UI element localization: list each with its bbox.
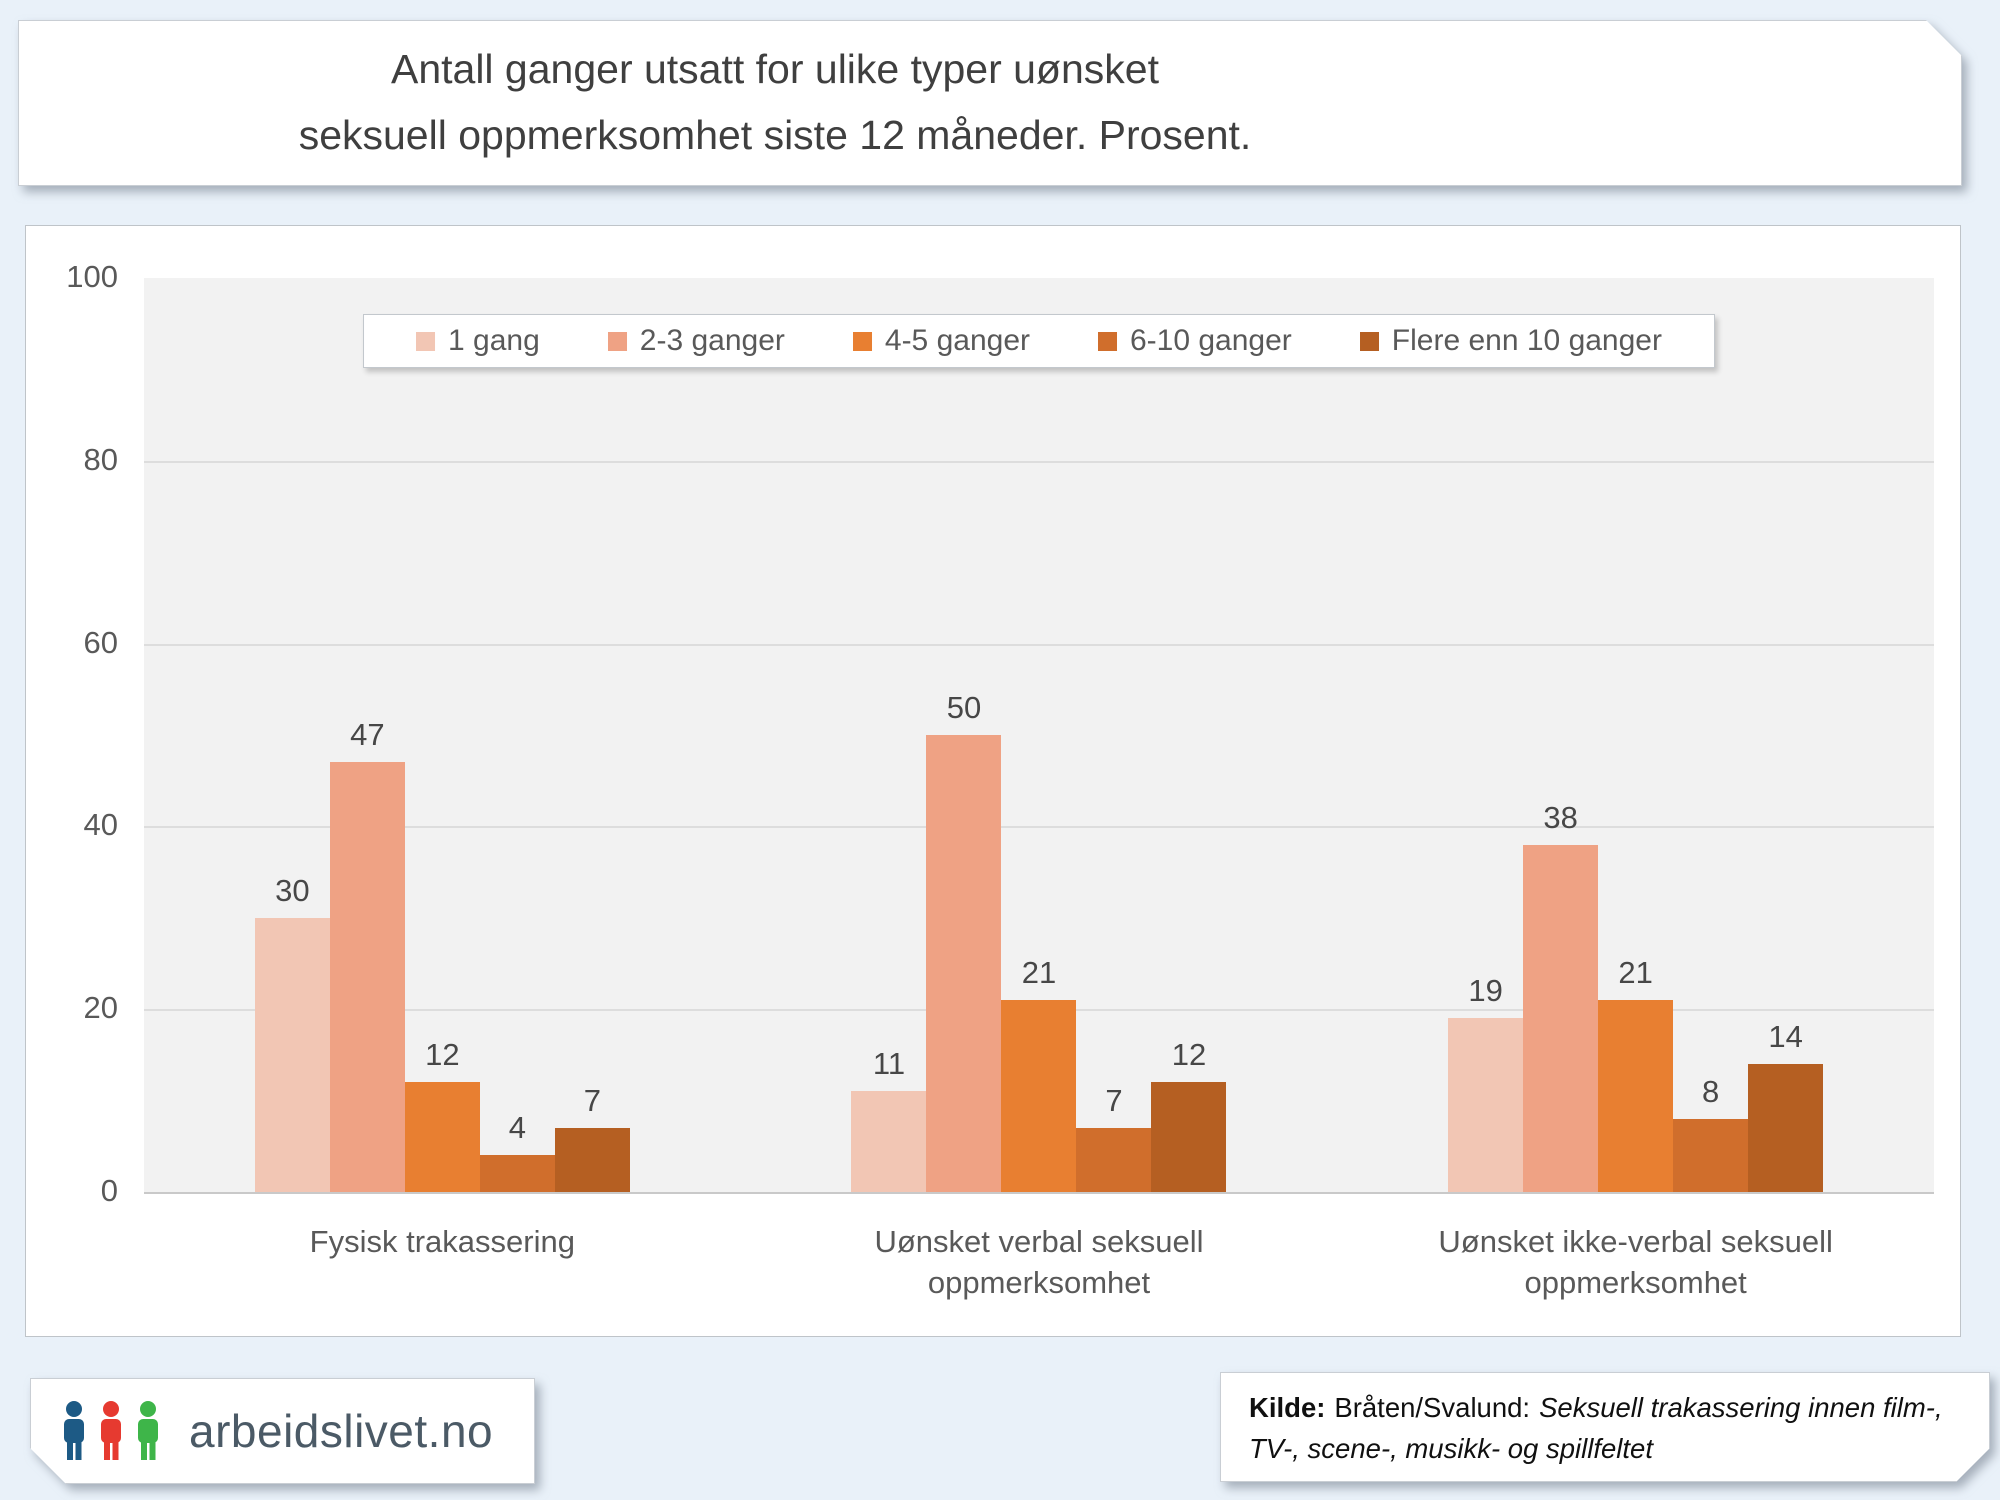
legend-item: 1 gang [416,324,540,358]
chart-title: Antall ganger utsatt for ulike typer uøn… [299,37,1252,168]
legend-swatch [416,331,436,351]
legend: 1 gang 2-3 ganger 4-5 ganger 6-10 ganger Fle… [363,314,1715,368]
legend-label: Flere enn 10 ganger [1391,324,1662,357]
title-box: Antall ganger utsatt for ulike typer uøn… [18,20,1962,186]
category-labels: Fysisk trakassering Uønsket verbal seksue… [144,1222,1934,1332]
bar-value-label: 30 [275,872,310,908]
bar-1-gang: 19 [1448,973,1524,1192]
bar-value-label: 12 [425,1037,460,1073]
y-tick-label: 40 [83,807,118,843]
y-tick-label: 80 [83,441,118,477]
y-tick-label: 0 [100,1173,118,1208]
legend-item: 4-5 ganger [852,324,1030,358]
legend-label: 6-10 ganger [1129,324,1292,357]
bar-value-label: 7 [1105,1083,1123,1119]
bar-group: 19 38 21 8 14 [1337,278,1934,1192]
y-tick-label: 60 [83,624,118,660]
y-tick-label: 100 [66,259,118,294]
bar-2-3-ganger: 50 [926,690,1002,1192]
bar-4-5-ganger: 21 [1598,955,1674,1192]
legend-item: 2-3 ganger [607,324,785,358]
y-tick-label: 20 [83,990,118,1026]
bar-4-5-ganger: 12 [404,1037,480,1192]
legend-swatch [1359,331,1379,351]
bar-1-gang: 30 [254,873,330,1192]
category-label: Uønsket verbal seksuell oppmerksomhet [741,1222,1338,1304]
bar-value-label: 47 [350,717,385,753]
source-label: Kilde: [1249,1392,1326,1423]
legend-item: 6-10 ganger [1097,324,1292,358]
bar-value-label: 4 [508,1110,526,1146]
bar-6-10-ganger: 4 [479,1110,555,1192]
person-red [101,1401,121,1460]
bar-2-3-ganger: 47 [329,717,405,1192]
plot-area: 1 gang 2-3 ganger 4-5 ganger 6-10 ganger Fle… [144,278,1934,1194]
source-author: Bråten/Svalund: [1334,1392,1531,1423]
bar-2-3-ganger: 38 [1523,800,1599,1192]
bar-value-label: 7 [583,1083,601,1119]
bar-value-label: 14 [1768,1019,1803,1055]
people-icon [59,1400,167,1462]
bar-1-gang: 11 [851,1046,927,1192]
legend-label: 2-3 ganger [639,324,785,357]
bar-value-label: 12 [1171,1037,1207,1073]
gridline [144,643,1934,646]
legend-label: 4-5 ganger [884,324,1030,357]
bar-6-10-ganger: 8 [1673,1074,1749,1192]
bar-value-label: 50 [946,690,982,725]
logo-text: arbeidslivet.no [189,1405,494,1457]
bar-flere-enn-10-ganger: 14 [1748,1019,1824,1192]
gridline [144,460,1934,463]
person-green [138,1401,158,1460]
bar-flere-enn-10-ganger: 7 [554,1083,630,1192]
bar-value-label: 21 [1021,955,1057,991]
legend-label: 1 gang [448,324,540,357]
legend-swatch [607,331,627,351]
bar-value-label: 8 [1702,1073,1720,1109]
source-box: Kilde: Bråten/Svalund: Seksuell trakasseri… [1220,1372,1990,1482]
chart-panel: 0 20 40 60 80 100 1 gang 2-3 ganger 4-5 ganger 6… [25,225,1961,1337]
category-label-text: Fysisk trakassering [309,1224,575,1259]
bar-6-10-ganger: 7 [1076,1083,1152,1192]
category-label-text: Uønsket ikke-verbal seksuell oppmerksomh… [1438,1224,1833,1300]
source-line2: TV-, scene-, musikk- og spillfeltet [1249,1428,1981,1469]
chart-title-line2: seksuell oppmerksomhet siste 12 måneder.… [298,112,1252,158]
source-work-line1: Seksuell trakassering innen film-, [1539,1392,1943,1423]
source-work-line2: TV-, scene-, musikk- og spillfeltet [1249,1433,1653,1465]
category-label-text: Uønsket verbal seksuell oppmerksomhet [874,1224,1204,1300]
legend-item: Flere enn 10 ganger [1359,324,1662,358]
bar-flere-enn-10-ganger: 12 [1151,1037,1227,1192]
bar-4-5-ganger: 21 [1001,955,1077,1192]
category-label: Uønsket ikke-verbal seksuell oppmerksomh… [1337,1222,1934,1304]
legend-swatch [1097,331,1117,351]
chart-title-line1: Antall ganger utsatt for ulike typer uøn… [390,46,1159,93]
bar-value-label: 19 [1468,973,1503,1009]
legend-swatch [852,331,872,351]
bar-value-label: 38 [1543,799,1578,835]
bar-value-label: 11 [872,1046,906,1082]
bar-group: 11 50 21 7 12 [741,278,1338,1192]
logo-box: arbeidslivet.no [30,1378,535,1484]
bar-value-label: 21 [1618,955,1653,991]
person-blue [64,1401,84,1460]
source-line1: Kilde: Bråten/Svalund: Seksuell trakasseri… [1249,1387,1981,1428]
category-label: Fysisk trakassering [144,1222,741,1263]
gridline [144,826,1934,829]
bar-group: 30 47 12 4 7 [144,278,741,1192]
